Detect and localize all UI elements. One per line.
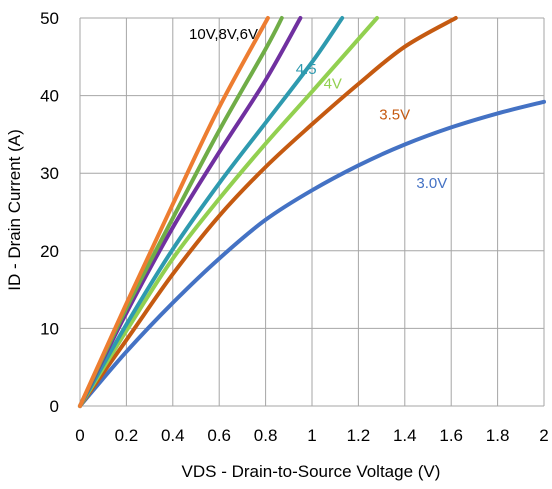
series-line-7 — [78, 16, 270, 408]
x-tick-label: 1.8 — [486, 426, 510, 445]
y-tick-label: 10 — [40, 319, 59, 338]
grid — [79, 17, 545, 407]
x-tick-label: 0.4 — [161, 426, 185, 445]
x-tick-label: 1.4 — [393, 426, 417, 445]
y-tick-label: 20 — [40, 242, 59, 261]
y-tick-label: 40 — [40, 87, 59, 106]
x-axis-title: VDS - Drain-to-Source Voltage (V) — [182, 462, 441, 481]
series-annotation-label: 4V — [324, 76, 342, 93]
series-annotation-label: 10V,8V,6V — [189, 26, 258, 43]
series-annotations: 10V,8V,6V 4.5 4V 3.5V 3.0V — [189, 26, 447, 192]
x-tick-label: 1.2 — [347, 426, 371, 445]
series-line-3 — [78, 16, 379, 408]
y-tick-label: 50 — [40, 9, 59, 28]
series-line-4 — [78, 16, 345, 408]
series-line-1 — [78, 99, 546, 408]
y-tick-label: 0 — [50, 397, 59, 416]
y-tick-labels: 0 10 20 30 40 50 — [40, 9, 59, 416]
x-tick-labels: 0 0.2 0.4 0.6 0.8 1 1.2 1.4 1.6 1.8 2 — [75, 426, 548, 445]
series-annotation-label: 4.5 — [296, 61, 317, 78]
series-annotation-label: 3.0V — [416, 175, 447, 192]
y-tick-label: 30 — [40, 164, 59, 183]
x-tick-label: 0 — [75, 426, 84, 445]
y-axis-title: ID - Drain Current (A) — [5, 129, 24, 291]
x-tick-label: 0.8 — [254, 426, 278, 445]
series-line-2 — [78, 16, 458, 408]
x-tick-label: 1.6 — [439, 426, 463, 445]
x-tick-label: 2 — [539, 426, 548, 445]
x-tick-label: 0.2 — [115, 426, 139, 445]
x-tick-label: 1 — [307, 426, 316, 445]
series-annotation-label: 3.5V — [379, 107, 410, 124]
x-tick-label: 0.6 — [207, 426, 231, 445]
series-lines — [78, 16, 546, 408]
